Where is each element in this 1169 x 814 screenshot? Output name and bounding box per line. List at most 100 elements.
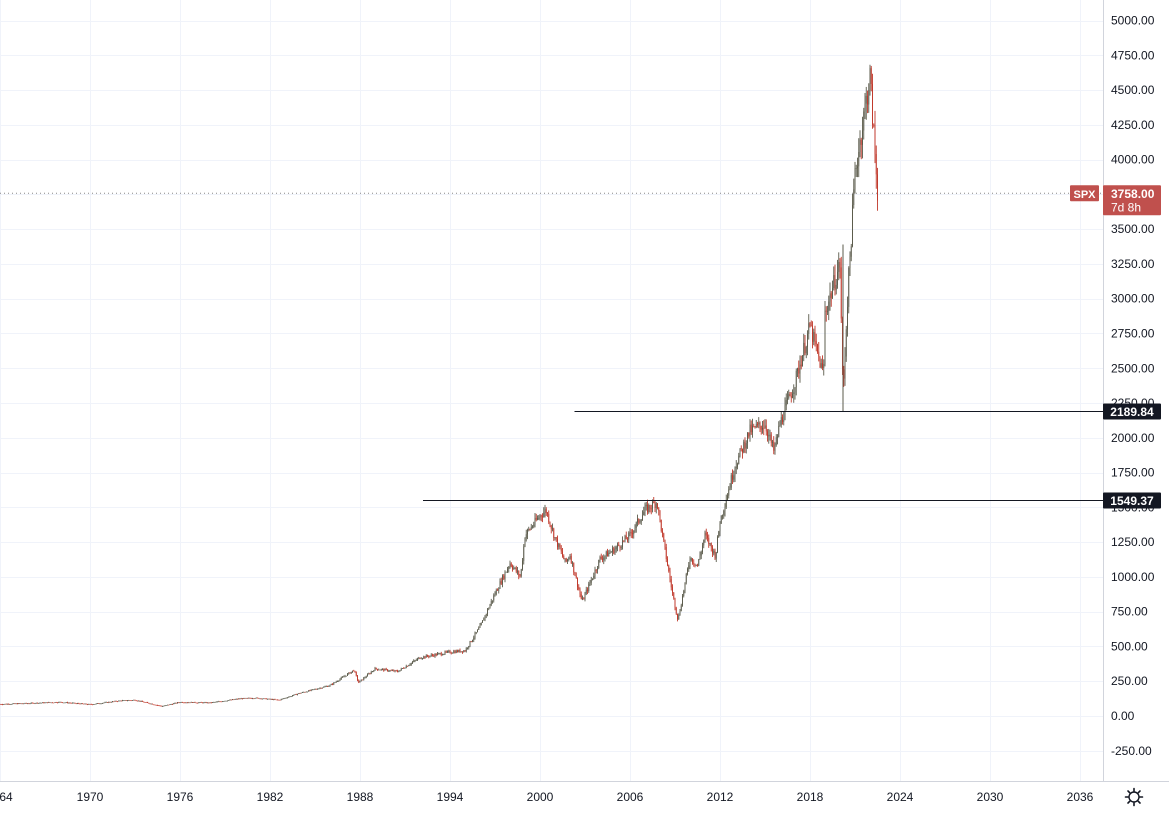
candle-body	[563, 556, 564, 559]
candle-body	[337, 681, 338, 682]
candle-body	[691, 558, 692, 560]
x-tick-label[interactable]: 2000	[527, 790, 554, 804]
chart-settings-button[interactable]	[1122, 785, 1146, 809]
x-tick-label[interactable]: 1994	[437, 790, 464, 804]
y-tick-label: 5000.00	[1111, 14, 1155, 28]
candle-body	[836, 285, 837, 290]
candle-body	[332, 684, 333, 685]
candle-body	[792, 394, 793, 398]
candle-body	[475, 633, 476, 638]
candle-body	[221, 701, 222, 702]
candle-body	[236, 699, 237, 700]
candle-body	[796, 371, 797, 387]
candle-body	[33, 703, 34, 704]
candle-body	[630, 532, 631, 533]
candle-body	[550, 522, 551, 525]
candle-body	[856, 168, 857, 169]
candle-body	[43, 702, 44, 703]
y-tick-label: 1000.00	[1111, 570, 1155, 584]
candle-body	[231, 700, 232, 701]
candle-body	[493, 595, 494, 600]
candle-body	[813, 332, 814, 342]
x-tick-label[interactable]: 2012	[707, 790, 734, 804]
x-tick-label[interactable]: 1988	[347, 790, 374, 804]
candle-body	[766, 425, 767, 431]
candle-body	[336, 682, 337, 683]
candle-body	[503, 576, 504, 579]
candle-body	[11, 704, 12, 705]
x-tick-label[interactable]: 1970	[77, 790, 104, 804]
candle-body	[366, 677, 367, 678]
candle-body	[570, 556, 571, 559]
x-tick-label[interactable]: 2030	[977, 790, 1004, 804]
candle-body	[536, 518, 537, 520]
candle-body	[555, 537, 556, 538]
candle-body	[181, 702, 182, 703]
y-tick-label: 3500.00	[1111, 222, 1155, 236]
candle-body	[586, 590, 587, 594]
candle-body	[153, 704, 154, 705]
candle-body	[690, 560, 691, 565]
candle-body	[540, 515, 541, 517]
candle-body	[313, 689, 314, 690]
x-tick-label[interactable]: 1982	[257, 790, 284, 804]
candle-body	[776, 437, 777, 445]
x-tick-label[interactable]: 64	[0, 790, 13, 804]
candle-body	[875, 125, 876, 154]
candle-body	[53, 703, 54, 704]
candle-body	[473, 638, 474, 640]
candle-body	[601, 557, 602, 559]
candle-body	[541, 515, 542, 516]
candle-body	[695, 564, 696, 566]
candle-body	[482, 620, 483, 623]
candle-body	[640, 521, 641, 522]
candle-body	[52, 702, 53, 703]
candle-body	[191, 702, 192, 703]
candle-body	[496, 590, 497, 594]
candle-body	[867, 96, 868, 105]
candle-body	[637, 519, 638, 522]
candle-body	[145, 702, 146, 703]
candle-body	[778, 426, 779, 437]
candle-body	[497, 590, 498, 591]
candle-body	[425, 656, 426, 657]
candle-body	[263, 698, 264, 699]
candle-body	[173, 703, 174, 704]
candle-body	[711, 543, 712, 547]
candle-body	[625, 536, 626, 541]
candle-body	[395, 670, 396, 671]
x-tick-label[interactable]: 2036	[1067, 790, 1094, 804]
candle-body	[93, 704, 94, 705]
candle-body	[852, 205, 853, 246]
candle-body	[461, 651, 462, 652]
x-axis-ticks[interactable]: 64 1970 1976 1982 1988 1994 2000 2006 2012 2018 20…	[0, 790, 1094, 804]
candle-body	[312, 689, 313, 690]
candle-body	[670, 571, 671, 579]
candle-body	[676, 608, 677, 614]
candle-body	[677, 614, 678, 620]
candle-body	[96, 703, 97, 704]
candle-body	[286, 698, 287, 699]
candle-body	[818, 352, 819, 357]
candle-body	[612, 548, 613, 552]
x-tick-label[interactable]: 2006	[617, 790, 644, 804]
candle-body	[298, 693, 299, 694]
candle-body	[655, 503, 656, 508]
y-tick-label: 4000.00	[1111, 153, 1155, 167]
x-tick-label[interactable]: 2024	[887, 790, 914, 804]
candle-body	[666, 547, 667, 559]
gear-icon[interactable]	[1122, 785, 1146, 809]
candle-body	[400, 670, 401, 671]
candle-body	[363, 678, 364, 680]
candle-body	[767, 431, 768, 436]
candle-body	[773, 442, 774, 451]
x-tick-label[interactable]: 2018	[797, 790, 824, 804]
candle-body	[81, 703, 82, 704]
candle-body	[351, 672, 352, 674]
x-tick-label[interactable]: 1976	[167, 790, 194, 804]
candle-body	[698, 559, 699, 566]
candle-body	[617, 545, 618, 548]
candle-body	[7, 704, 8, 705]
candle-body	[653, 502, 654, 503]
